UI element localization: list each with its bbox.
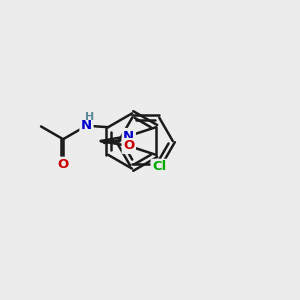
- Text: Cl: Cl: [152, 160, 166, 173]
- Text: O: O: [123, 140, 134, 152]
- Text: O: O: [58, 158, 69, 171]
- Text: H: H: [85, 112, 95, 122]
- Text: N: N: [123, 130, 134, 142]
- Text: N: N: [81, 119, 92, 132]
